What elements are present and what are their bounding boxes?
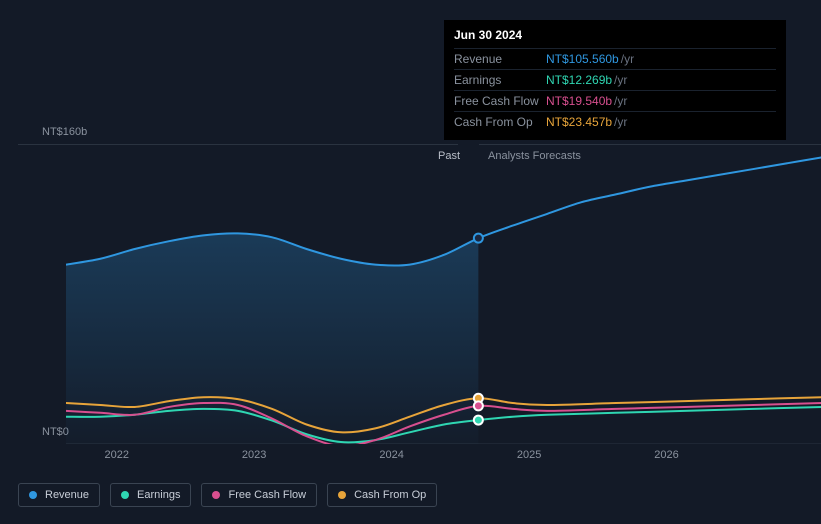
- legend-dot: [121, 491, 129, 499]
- legend-dot: [29, 491, 37, 499]
- legend-item[interactable]: Revenue: [18, 483, 100, 507]
- chart-tooltip: Jun 30 2024 RevenueNT$105.560b/yrEarning…: [444, 20, 786, 140]
- tooltip-value: NT$105.560b: [546, 52, 619, 66]
- tooltip-value: NT$12.269b: [546, 73, 612, 87]
- legend-item[interactable]: Earnings: [110, 483, 191, 507]
- plot-area[interactable]: [66, 132, 821, 444]
- legend-dot: [212, 491, 220, 499]
- tooltip-metric: Revenue: [454, 52, 546, 66]
- tooltip-metric: Cash From Op: [454, 115, 546, 129]
- tooltip-metric: Free Cash Flow: [454, 94, 546, 108]
- tooltip-value: NT$23.457b: [546, 115, 612, 129]
- tooltip-unit: /yr: [614, 115, 627, 129]
- tooltip-unit: /yr: [614, 94, 627, 108]
- tooltip-row: Cash From OpNT$23.457b/yr: [454, 111, 776, 132]
- x-axis-tick: 2024: [379, 449, 403, 461]
- tooltip-unit: /yr: [614, 73, 627, 87]
- legend-dot: [338, 491, 346, 499]
- earnings-cursor-marker: [474, 416, 483, 425]
- legend-label: Cash From Op: [354, 489, 426, 501]
- chart-legend: Revenue Earnings Free Cash Flow Cash From O…: [18, 483, 437, 507]
- x-axis-tick: 2022: [104, 449, 128, 461]
- tooltip-row: EarningsNT$12.269b/yr: [454, 69, 776, 90]
- tooltip-metric: Earnings: [454, 73, 546, 87]
- chart-svg: [66, 132, 821, 444]
- legend-label: Revenue: [45, 489, 89, 501]
- tooltip-date: Jun 30 2024: [454, 28, 776, 48]
- legend-label: Free Cash Flow: [228, 489, 306, 501]
- tooltip-row: Free Cash FlowNT$19.540b/yr: [454, 90, 776, 111]
- x-axis: 2022 2023 2024 2025 2026: [48, 449, 804, 469]
- legend-label: Earnings: [137, 489, 180, 501]
- revenue-cursor-marker: [474, 234, 483, 243]
- y-axis-label-zero: NT$0: [42, 426, 69, 438]
- x-axis-tick: 2023: [242, 449, 266, 461]
- tooltip-row: RevenueNT$105.560b/yr: [454, 48, 776, 69]
- tooltip-value: NT$19.540b: [546, 94, 612, 108]
- legend-item[interactable]: Free Cash Flow: [201, 483, 317, 507]
- financials-chart: NT$160b NT$0 Past Analysts Forecasts Jun…: [18, 0, 804, 444]
- x-axis-tick: 2026: [654, 449, 678, 461]
- x-axis-tick: 2025: [517, 449, 541, 461]
- legend-item[interactable]: Cash From Op: [327, 483, 437, 507]
- tooltip-unit: /yr: [621, 52, 634, 66]
- free_cash_flow-cursor-marker: [474, 401, 483, 410]
